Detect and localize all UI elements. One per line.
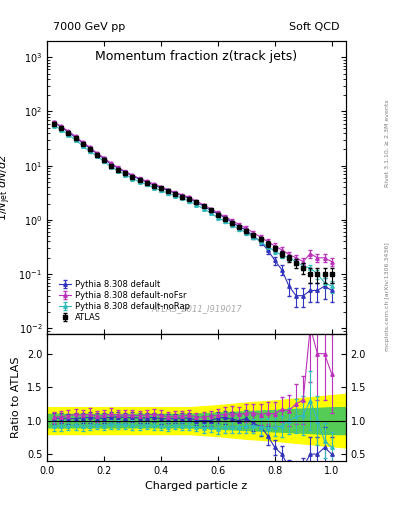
Legend: Pythia 8.308 default, Pythia 8.308 default-noFsr, Pythia 8.308 default-noRap, AT: Pythia 8.308 default, Pythia 8.308 defau… bbox=[57, 278, 191, 324]
Text: 7000 GeV pp: 7000 GeV pp bbox=[53, 22, 125, 32]
X-axis label: Charged particle z: Charged particle z bbox=[145, 481, 248, 491]
Text: ATLAS_2011_I919017: ATLAS_2011_I919017 bbox=[151, 304, 242, 313]
Text: Rivet 3.1.10, ≥ 2.3M events: Rivet 3.1.10, ≥ 2.3M events bbox=[385, 99, 390, 187]
Text: Momentum fraction z(track jets): Momentum fraction z(track jets) bbox=[95, 50, 298, 63]
Text: mcplots.cern.ch [arXiv:1306.3436]: mcplots.cern.ch [arXiv:1306.3436] bbox=[385, 243, 390, 351]
Y-axis label: Ratio to ATLAS: Ratio to ATLAS bbox=[11, 356, 21, 438]
Text: Soft QCD: Soft QCD bbox=[289, 22, 340, 32]
Y-axis label: $1/N_\mathrm{jet}\ dN/dz$: $1/N_\mathrm{jet}\ dN/dz$ bbox=[0, 154, 13, 221]
